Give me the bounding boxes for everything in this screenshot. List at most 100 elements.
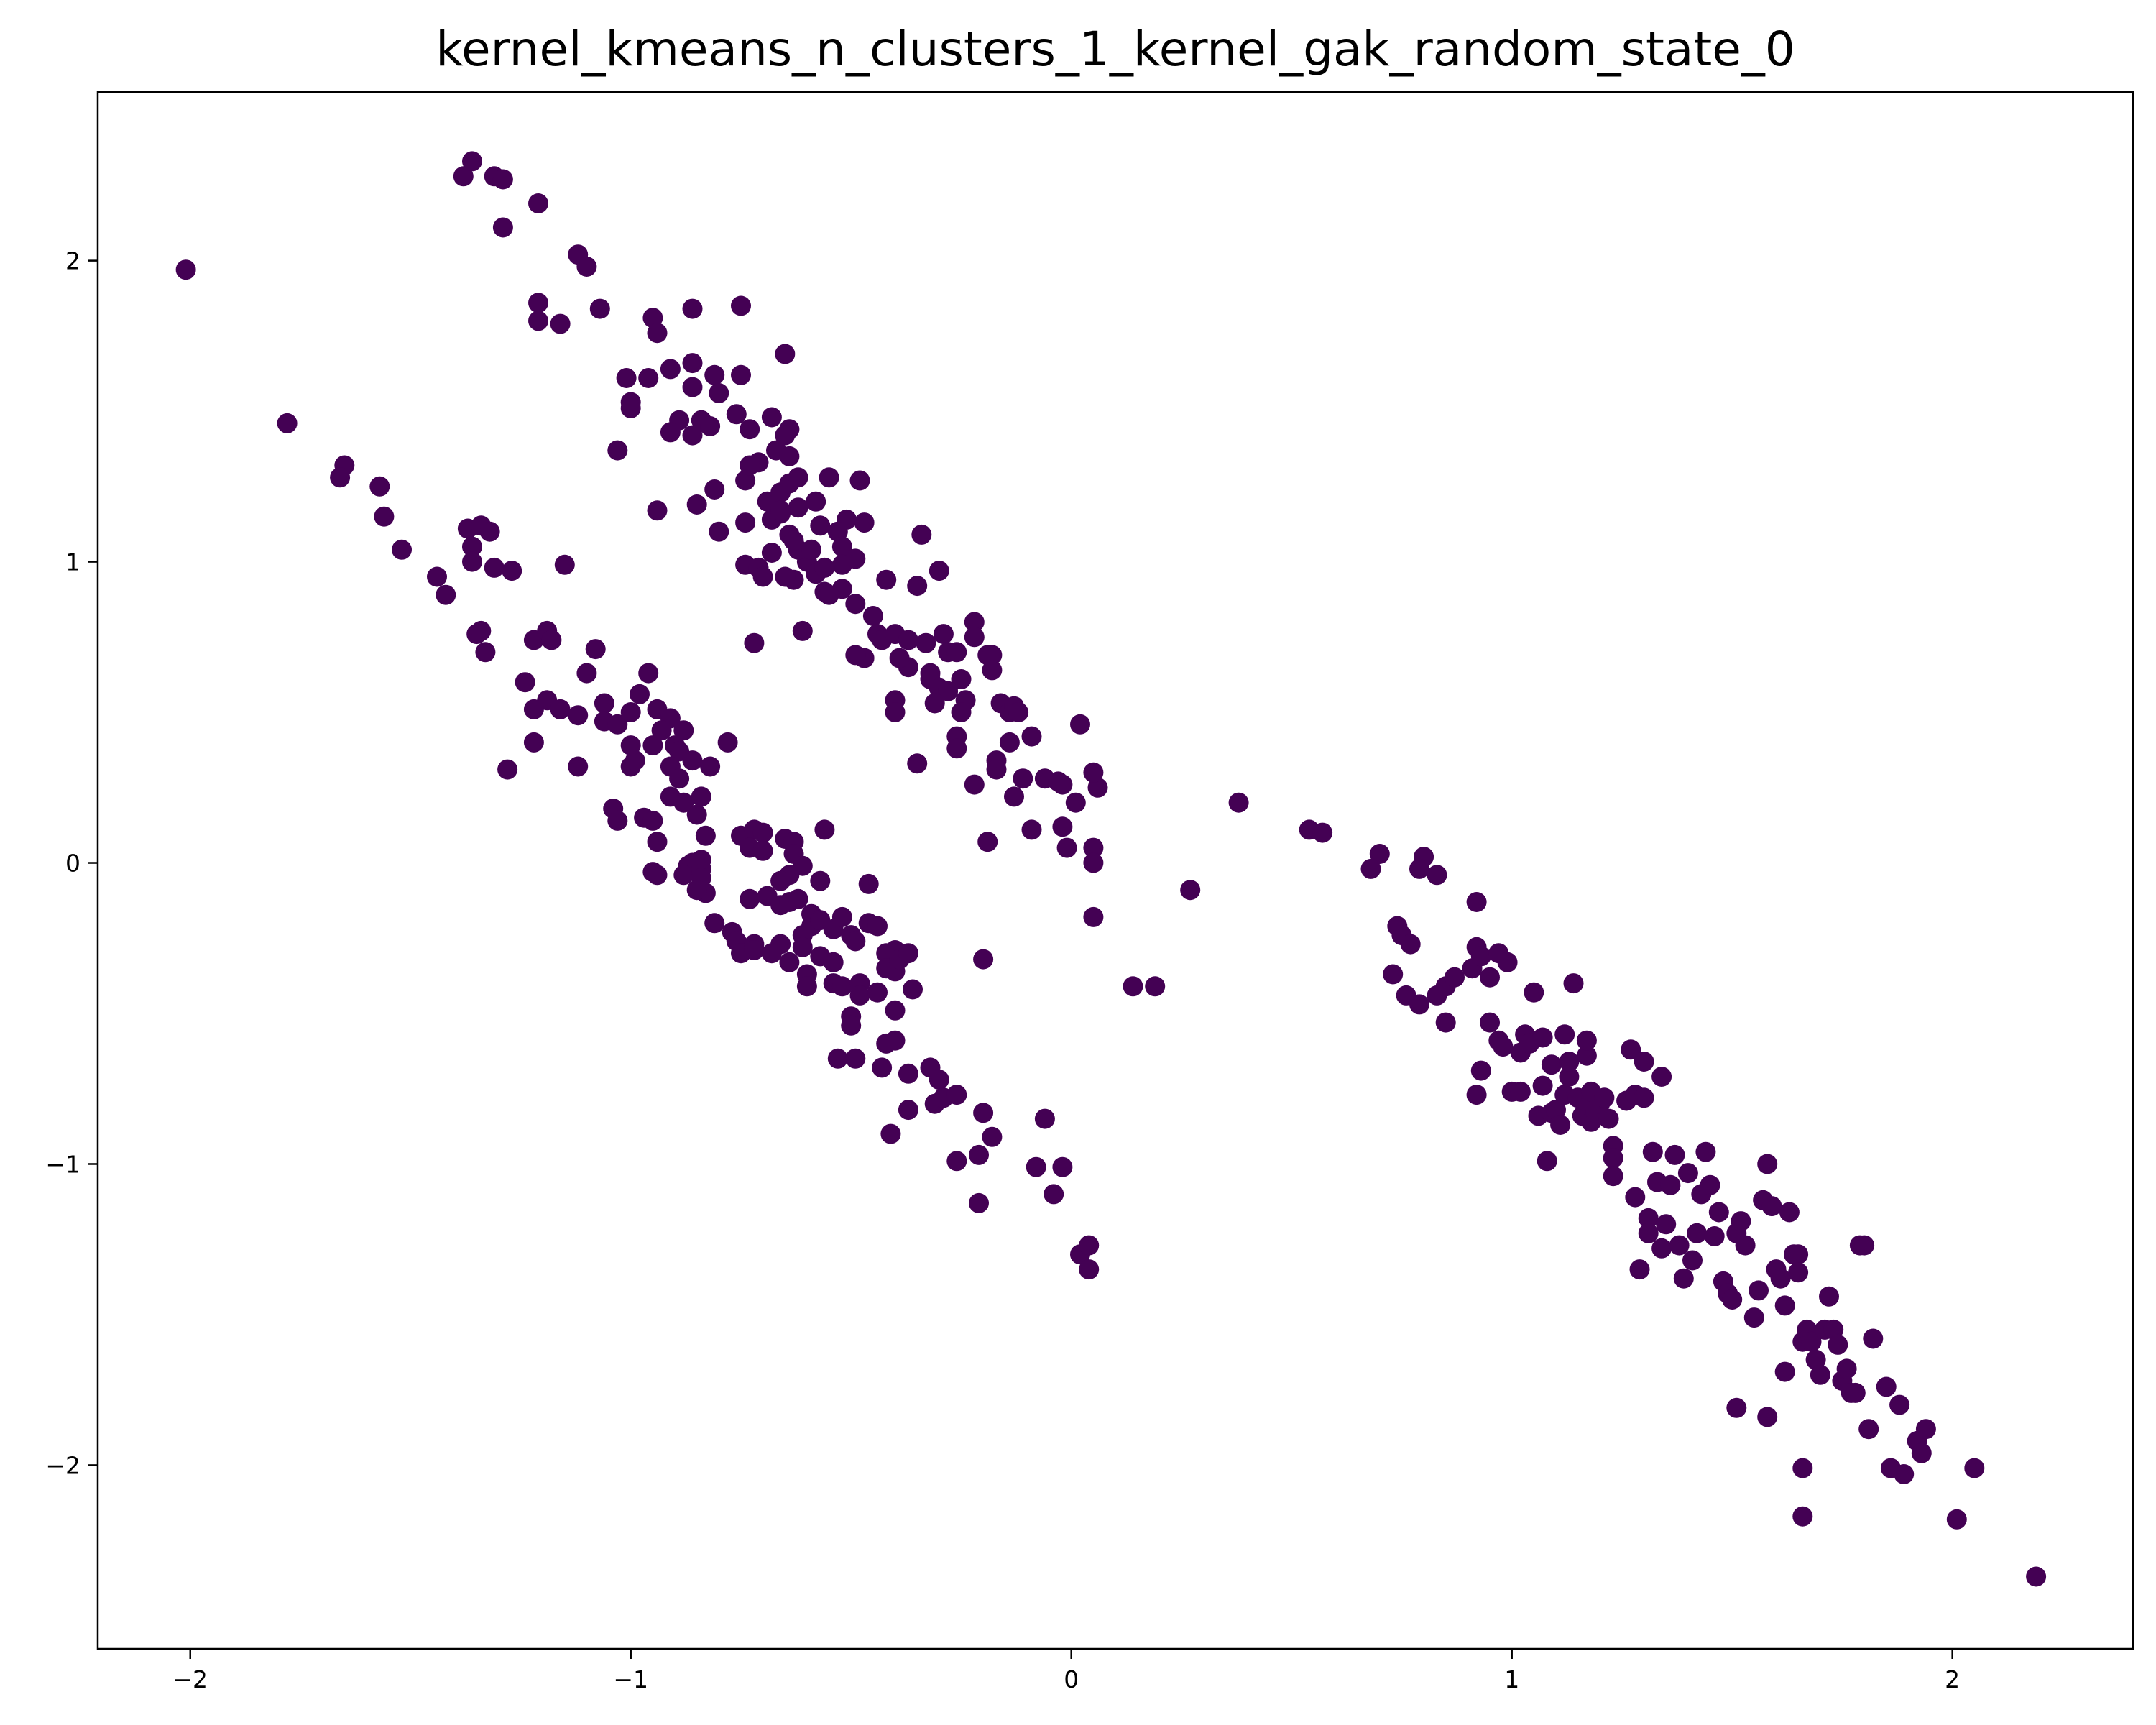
data-point	[1524, 982, 1544, 1003]
data-point	[1621, 1039, 1641, 1060]
data-point	[625, 750, 645, 771]
data-point	[1743, 1307, 1764, 1328]
data-point	[1634, 1087, 1654, 1108]
data-point	[1079, 1259, 1100, 1280]
data-point	[660, 359, 681, 380]
data-point	[642, 810, 663, 831]
data-point	[964, 774, 985, 795]
data-point	[475, 642, 496, 663]
data-point	[1863, 1328, 1884, 1349]
data-point	[642, 308, 663, 328]
data-point	[1427, 865, 1447, 886]
data-point	[845, 645, 866, 666]
data-point	[823, 952, 844, 972]
data-point	[1845, 1382, 1866, 1403]
data-point	[1708, 1202, 1729, 1223]
data-point	[594, 693, 614, 714]
data-point	[1819, 1286, 1839, 1307]
data-point	[814, 557, 835, 578]
plot-frame	[96, 91, 2134, 1650]
data-point	[779, 446, 800, 466]
y-tick-label: 0	[65, 850, 80, 878]
data-point	[969, 1192, 989, 1213]
data-point	[1801, 1331, 1822, 1352]
data-point	[1369, 844, 1390, 864]
data-point	[806, 491, 826, 512]
data-point	[831, 554, 852, 575]
data-point	[903, 979, 923, 1000]
data-point	[1409, 994, 1429, 1015]
data-point	[788, 467, 808, 488]
data-point	[700, 756, 721, 777]
data-point	[770, 870, 791, 891]
data-point	[330, 467, 351, 488]
data-point	[630, 684, 650, 704]
data-point	[951, 702, 972, 722]
data-point	[849, 470, 870, 491]
data-point	[1761, 1196, 1782, 1217]
data-point	[709, 383, 729, 403]
data-point	[744, 632, 765, 653]
data-point	[471, 620, 492, 641]
data-point	[761, 943, 782, 964]
data-point	[946, 1085, 967, 1105]
data-point	[1638, 1223, 1659, 1243]
data-point	[1470, 946, 1491, 967]
y-tick-label: −1	[45, 1150, 80, 1178]
data-point	[792, 620, 813, 641]
data-point	[576, 257, 597, 277]
data-point	[492, 217, 513, 238]
data-point	[845, 1048, 866, 1069]
data-point	[568, 705, 589, 726]
data-point	[484, 557, 505, 578]
data-point	[1065, 792, 1086, 813]
data-point	[704, 479, 725, 500]
data-point	[1651, 1238, 1672, 1259]
data-point	[497, 759, 518, 780]
data-point	[898, 630, 918, 650]
data-point	[867, 982, 888, 1003]
data-point	[1021, 819, 1042, 840]
data-point	[607, 714, 628, 735]
data-point	[647, 323, 668, 344]
data-point	[1470, 1060, 1491, 1081]
data-point	[1532, 1075, 1553, 1096]
data-point	[1145, 976, 1166, 997]
data-point	[1056, 837, 1077, 858]
data-point	[541, 630, 562, 650]
data-point	[686, 880, 707, 901]
data-point	[515, 672, 535, 693]
data-point	[801, 539, 821, 560]
data-point	[1770, 1268, 1791, 1289]
data-point	[788, 497, 808, 518]
data-point	[1445, 967, 1465, 988]
data-point	[1911, 1443, 1932, 1463]
data-point	[740, 455, 760, 476]
data-point	[682, 353, 703, 374]
data-point	[1889, 1394, 1910, 1415]
data-point	[1052, 816, 1073, 837]
data-point	[831, 906, 852, 927]
data-point	[1634, 1052, 1654, 1072]
data-point	[924, 693, 945, 714]
data-point	[695, 825, 716, 846]
data-point	[1510, 1081, 1531, 1102]
data-point	[642, 862, 663, 883]
data-point	[1792, 1506, 1813, 1527]
data-point	[589, 298, 610, 319]
data-point	[1704, 1226, 1725, 1246]
data-point	[1946, 1509, 1967, 1530]
data-point	[1083, 762, 1104, 783]
data-point	[1749, 1280, 1769, 1301]
data-point	[1559, 1052, 1580, 1072]
data-point	[982, 660, 1003, 681]
data-point	[946, 1151, 967, 1172]
data-point	[819, 584, 839, 605]
data-point	[740, 419, 760, 440]
data-point	[427, 566, 447, 587]
data-point	[775, 566, 796, 587]
data-point	[1400, 934, 1421, 954]
data-point	[761, 543, 782, 563]
data-point	[638, 663, 659, 684]
data-point	[462, 551, 482, 572]
